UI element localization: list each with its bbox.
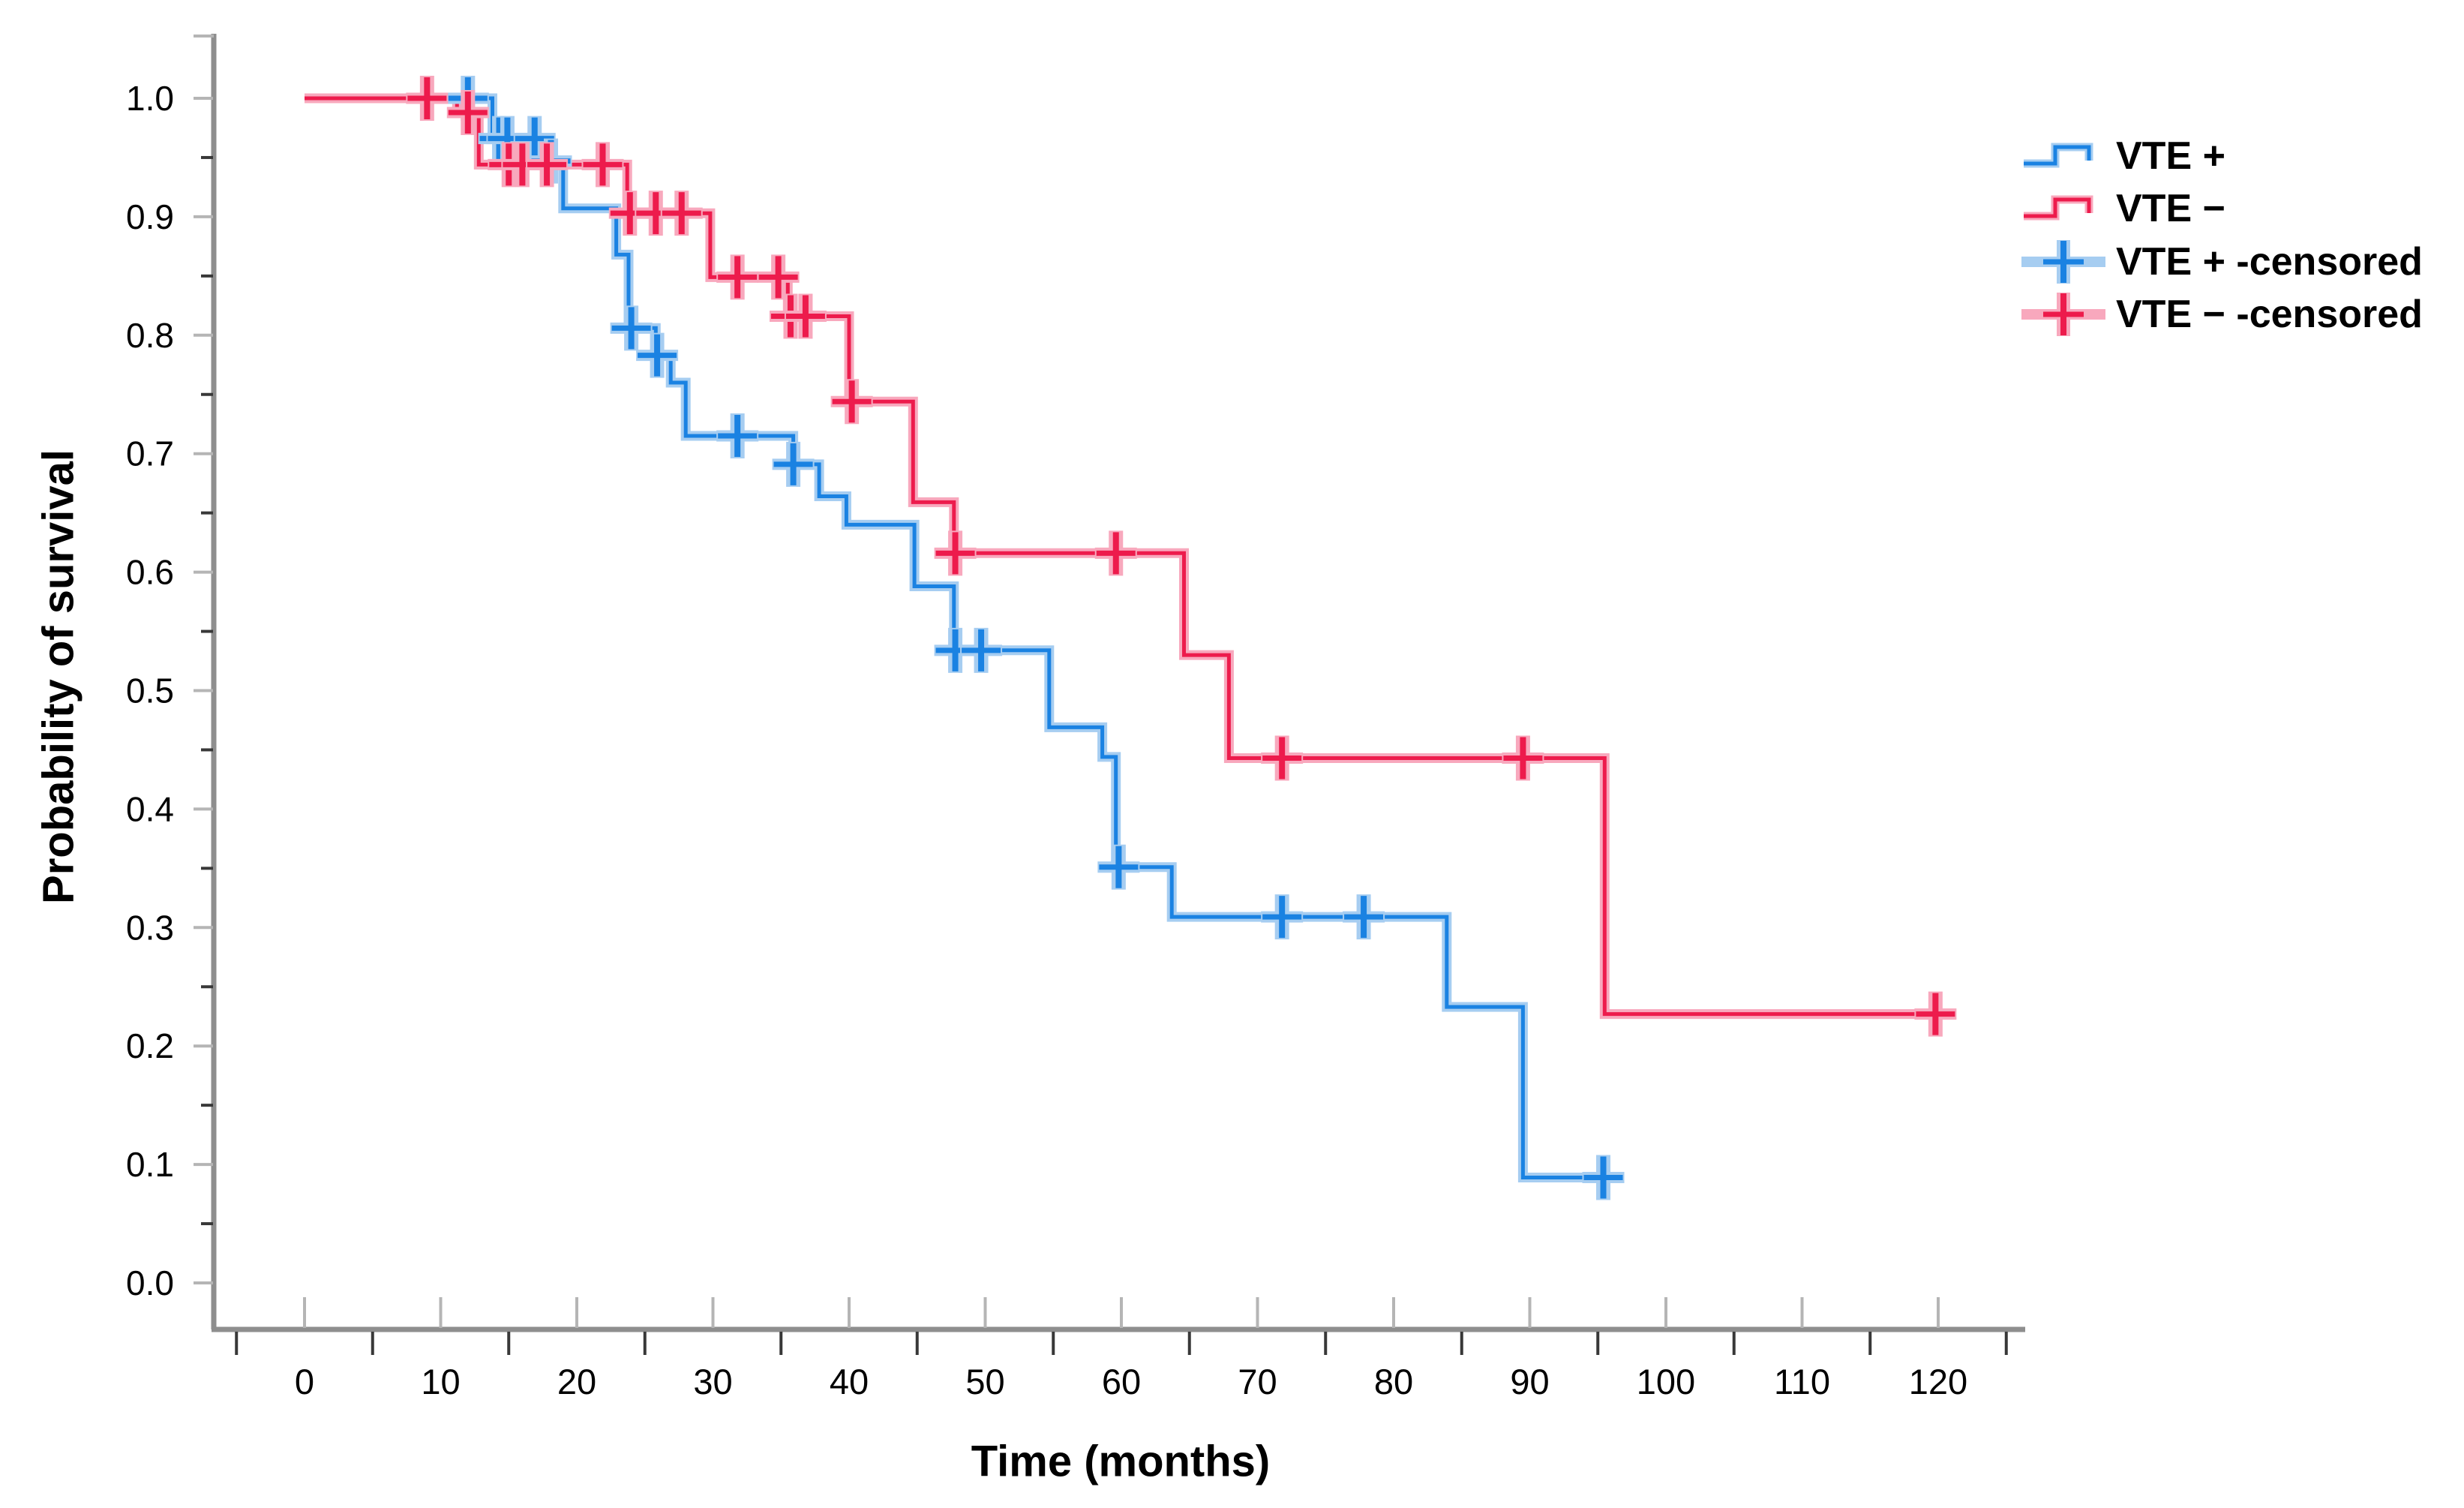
legend-label: VTE + -censored [2116, 240, 2423, 284]
y-tick-label: 0.6 [126, 553, 174, 592]
step-line-swatch-icon [2021, 185, 2107, 233]
censor-cross-icon [716, 254, 759, 300]
y-tick-label: 0.5 [126, 671, 174, 710]
censor-cross-icon [581, 142, 624, 188]
x-tick-label: 50 [965, 1362, 1004, 1401]
censor-cross-icon [934, 530, 977, 576]
legend-item-vte-minus-censored: VTE − -censored [2021, 290, 2423, 338]
survival-curve-vte-plus [305, 93, 1616, 1182]
x-tick-label: 70 [1238, 1362, 1277, 1401]
censor-cross-icon [830, 379, 873, 425]
censor-marks-vte-minus [406, 76, 1957, 1037]
censor-cross-icon [757, 254, 800, 300]
y-tick-label: 0.2 [126, 1026, 174, 1065]
x-tick-label: 90 [1510, 1362, 1549, 1401]
x-tick-label: 60 [1102, 1362, 1141, 1401]
censor-cross-icon [960, 627, 1003, 673]
x-tick-label: 80 [1374, 1362, 1413, 1401]
y-tick-label: 0.0 [126, 1263, 174, 1302]
y-tick-label: 0.3 [126, 908, 174, 947]
y-axis-ticks: 1.0 0.9 0.8 0.7 0.6 0.5 0.4 0.3 0.2 0.1 0.0 [126, 79, 213, 1302]
x-tick-label: 30 [693, 1362, 732, 1401]
censor-cross-icon [1582, 1155, 1625, 1200]
legend-item-vte-plus: VTE + [2021, 132, 2225, 180]
censor-cross-icon [1261, 735, 1304, 781]
censor-cross-icon [1261, 894, 1304, 940]
x-tick-label: 20 [557, 1362, 596, 1401]
legend-label: VTE − [2116, 187, 2225, 230]
censor-cross-icon [526, 142, 569, 188]
y-tick-label: 1.0 [126, 79, 174, 118]
censor-cross-icon [513, 116, 556, 161]
x-tick-label: 120 [1909, 1362, 1967, 1401]
censor-cross-icon [1502, 735, 1544, 781]
censor-cross-icon [636, 332, 679, 378]
y-tick-label: 0.9 [126, 197, 174, 236]
censor-cross-icon [446, 89, 489, 135]
censor-cross-icon [406, 76, 449, 121]
legend-item-vte-minus: VTE − [2021, 185, 2225, 233]
x-axis-ticks: 0 10 20 30 40 50 60 70 80 90 100 110 120 [235, 1297, 2008, 1401]
y-tick-label: 0.1 [126, 1145, 174, 1184]
legend-label: VTE − -censored [2116, 293, 2423, 336]
censor-cross-icon [1097, 844, 1140, 890]
x-tick-label: 100 [1637, 1362, 1695, 1401]
y-tick-label: 0.8 [126, 316, 174, 355]
censor-cross-icon [1343, 894, 1385, 940]
legend-item-vte-plus-censored: VTE + -censored [2021, 238, 2423, 286]
axes [194, 34, 2025, 1332]
x-tick-label: 110 [1774, 1362, 1830, 1401]
censor-cross-swatch-icon [2021, 290, 2107, 338]
y-tick-label: 0.4 [126, 789, 174, 828]
survival-curve-vte-minus [305, 93, 1944, 1020]
x-tick-label: 10 [421, 1362, 460, 1401]
censor-cross-icon [772, 441, 815, 487]
censor-cross-icon [1094, 530, 1137, 576]
censor-cross-icon [1914, 991, 1957, 1037]
y-axis-title: Probability of survival [34, 449, 83, 904]
legend-label: VTE + [2116, 134, 2225, 178]
x-axis-title: Time (months) [971, 1437, 1271, 1486]
censor-cross-swatch-icon [2021, 238, 2107, 286]
censor-cross-icon [784, 293, 827, 339]
y-tick-label: 0.7 [126, 434, 174, 473]
step-line-swatch-icon [2021, 132, 2107, 180]
x-tick-label: 40 [830, 1362, 869, 1401]
censor-marks-vte-plus [446, 76, 1625, 1200]
censor-cross-icon [716, 413, 759, 459]
censor-cross-icon [610, 305, 653, 351]
censor-cross-icon [660, 191, 703, 236]
x-tick-label: 0 [295, 1362, 314, 1401]
